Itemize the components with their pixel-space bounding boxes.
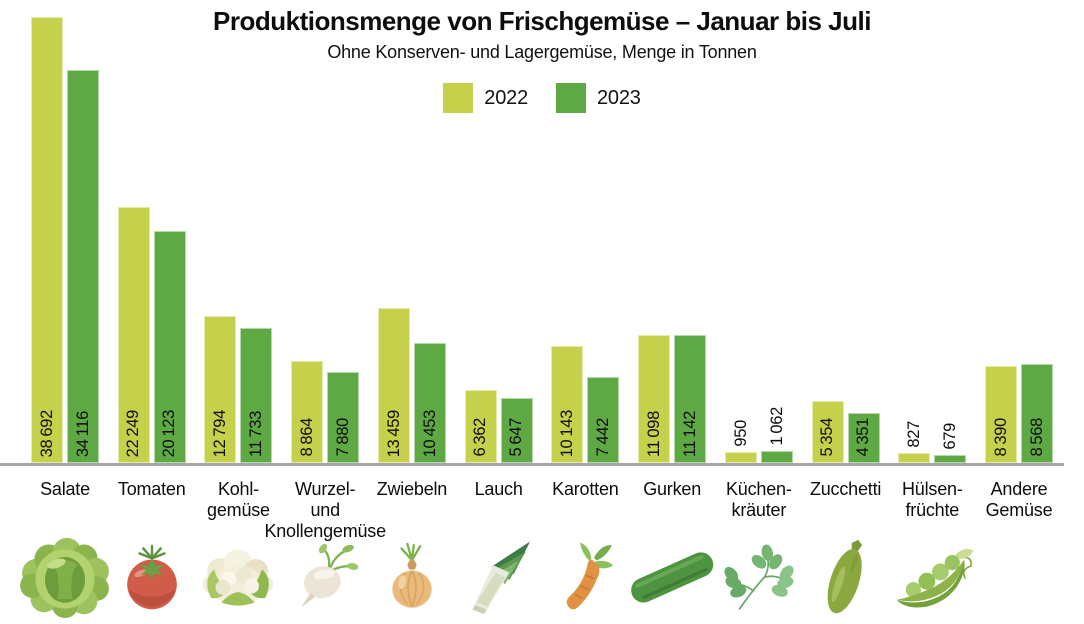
value-label-2022-hülsen-früchte: 827 (905, 421, 924, 448)
value-label-2023-salate: 34 116 (73, 410, 92, 457)
value-label-2022-wurzel-undknollengemüse: 8 864 (297, 418, 316, 457)
zucchini-icon (794, 533, 898, 621)
carrot-icon (533, 533, 637, 621)
category-label-tomaten: Tomaten (117, 479, 186, 499)
value-label-2023-lauch: 5 647 (507, 418, 526, 457)
turnip-icon (273, 533, 377, 621)
value-label-2023-gurken: 11 142 (680, 410, 699, 457)
bar-2022-gurken (638, 335, 671, 463)
value-label-2022-karotten: 10 143 (558, 409, 577, 457)
x-axis-line (0, 463, 1064, 466)
category-label-karotten: Karotten (552, 479, 619, 499)
bar-2023-lauch (500, 398, 533, 463)
category-label-gurken: Gurken (643, 479, 702, 499)
legend-item-2023: 2023 (556, 83, 641, 113)
value-label-2023-wurzel-undknollengemüse: 7 880 (333, 418, 352, 457)
category-label-lauch: Lauch (474, 479, 523, 499)
bar-2023-zucchetti (847, 413, 880, 463)
value-label-2023-tomaten: 20 123 (160, 409, 179, 457)
bar-2023-küchen-kräuter (760, 451, 793, 463)
bar-2022-salate (31, 17, 63, 463)
chart-title: Produktionsmenge von Frischgemüse – Janu… (213, 6, 871, 36)
bar-2022-lauch (464, 390, 497, 463)
bar-2023-karotten (587, 377, 620, 463)
legend-label-2023: 2023 (597, 86, 641, 109)
legend-label-2022: 2022 (484, 86, 528, 109)
value-label-2022-anderegemüse: 8 390 (991, 418, 1010, 457)
bar-2023-hülsen-früchte (934, 455, 967, 463)
chart-subtitle: Ohne Konserven- und Lagergemüse, Menge i… (327, 42, 757, 62)
bar-2022-wurzel-undknollengemüse (291, 361, 324, 463)
value-label-2022-zwiebeln: 13 459 (384, 409, 403, 457)
category-label-salate: Salate (40, 479, 90, 499)
value-label-2023-anderegemüse: 8 568 (1027, 418, 1046, 457)
value-label-2022-tomaten: 22 249 (124, 409, 143, 457)
legend: 2022 2023 (0, 83, 1084, 113)
bar-2022-zucchetti (811, 401, 844, 463)
bar-2023-zwiebeln (413, 343, 446, 463)
value-label-2023-kohl-gemüse: 11 733 (247, 410, 266, 457)
bar-2023-kohl-gemüse (240, 328, 273, 463)
value-label-2022-gurken: 11 098 (644, 410, 663, 457)
value-label-2022-salate: 38 692 (37, 409, 56, 457)
bar-2022-tomaten (117, 207, 150, 463)
value-label-2023-küchen-kräuter: 1 062 (767, 407, 786, 446)
bar-2023-tomaten (153, 231, 186, 463)
category-label-wurzel-undknollengemüse: Wurzel-und Knollengemüse (264, 479, 386, 541)
cucumber-icon (620, 533, 724, 621)
value-label-2022-zucchetti: 5 354 (818, 418, 837, 457)
value-label-2023-karotten: 7 442 (594, 418, 613, 457)
bar-2023-wurzel-undknollengemüse (327, 372, 360, 463)
tomato-icon (100, 533, 204, 621)
bar-2022-karotten (551, 346, 584, 463)
bar-2022-anderegemüse (985, 366, 1018, 463)
value-label-2022-kohl-gemüse: 12 794 (211, 409, 230, 457)
bar-2023-anderegemüse (1021, 364, 1054, 463)
bar-2022-zwiebeln (377, 308, 410, 463)
legend-swatch-2023 (556, 83, 586, 113)
onion-icon (360, 533, 464, 621)
leek-icon (447, 533, 551, 621)
category-label-hülsen-früchte: Hülsen-früchte (901, 479, 963, 520)
value-label-2022-lauch: 6 362 (471, 418, 490, 457)
legend-swatch-2022 (443, 83, 474, 113)
bar-2023-gurken (674, 335, 707, 463)
herbs-icon (707, 533, 811, 621)
category-label-zwiebeln: Zwiebeln (376, 479, 448, 499)
bar-2023-salate (67, 70, 99, 463)
value-label-2022-küchen-kräuter: 950 (731, 420, 750, 447)
bar-2022-küchen-kräuter (724, 452, 757, 463)
category-label-küchen-kräuter: Küchen-kräuter (726, 479, 792, 520)
bar-2022-kohl-gemüse (204, 316, 237, 463)
lettuce-icon (13, 533, 117, 621)
value-label-2023-hülsen-früchte: 679 (941, 423, 960, 450)
value-label-2023-zwiebeln: 10 453 (420, 409, 439, 457)
cauliflower-icon (186, 533, 290, 621)
value-label-2023-zucchetti: 4 351 (854, 418, 873, 457)
category-label-anderegemüse: Andere Gemüse (985, 479, 1053, 520)
bar-2022-hülsen-früchte (898, 453, 931, 463)
peas-icon (880, 533, 984, 621)
category-label-kohl-gemüse: Kohl-gemüse (207, 479, 270, 520)
category-label-zucchetti: Zucchetti (809, 479, 882, 499)
legend-item-2022: 2022 (443, 83, 528, 113)
